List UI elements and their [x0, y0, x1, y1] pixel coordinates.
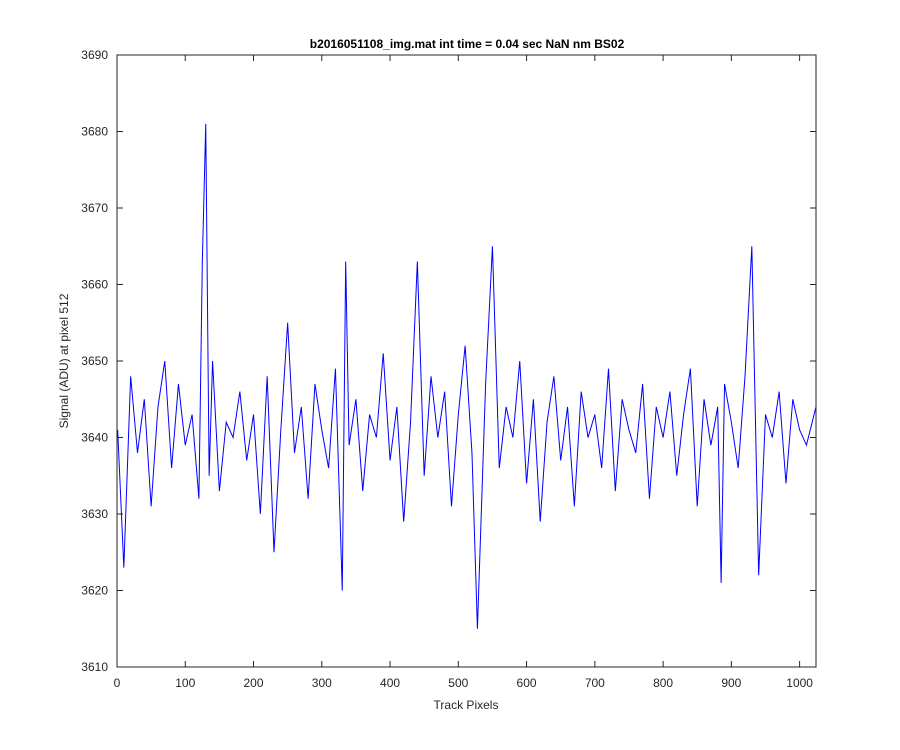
ticks-layer: 0 100 200 300 400 500 600 700 800 900 1000 3610 3620…: [81, 48, 816, 690]
series-layer: [117, 123, 817, 629]
series-line-0: [117, 123, 817, 629]
x-axis-label: Track Pixels: [434, 698, 499, 712]
x-tick-label: 800: [653, 676, 673, 690]
x-tick-label: 400: [380, 676, 400, 690]
y-axis-label: Signal (ADU) at pixel 512: [57, 293, 71, 428]
x-tick-label: 500: [448, 676, 468, 690]
y-tick-label: 3690: [81, 48, 108, 62]
x-tick-label: 1000: [786, 676, 813, 690]
x-tick-label: 300: [312, 676, 332, 690]
x-tick-label: 700: [585, 676, 605, 690]
y-tick-label: 3650: [81, 354, 108, 368]
x-tick-label: 100: [175, 676, 195, 690]
x-tick-label: 200: [244, 676, 264, 690]
y-tick-label: 3620: [81, 584, 108, 598]
x-tick-label: 0: [114, 676, 121, 690]
chart-title: b2016051108_img.mat int time = 0.04 sec …: [310, 37, 625, 51]
y-tick-label: 3670: [81, 201, 108, 215]
y-tick-label: 3630: [81, 507, 108, 521]
x-tick-label: 900: [721, 676, 741, 690]
x-tick-label: 600: [517, 676, 537, 690]
y-tick-label: 3680: [81, 125, 108, 139]
y-tick-label: 3610: [81, 660, 108, 674]
plot-frame: [116, 54, 817, 668]
y-tick-label: 3660: [81, 278, 108, 292]
y-tick-label: 3640: [81, 431, 108, 445]
